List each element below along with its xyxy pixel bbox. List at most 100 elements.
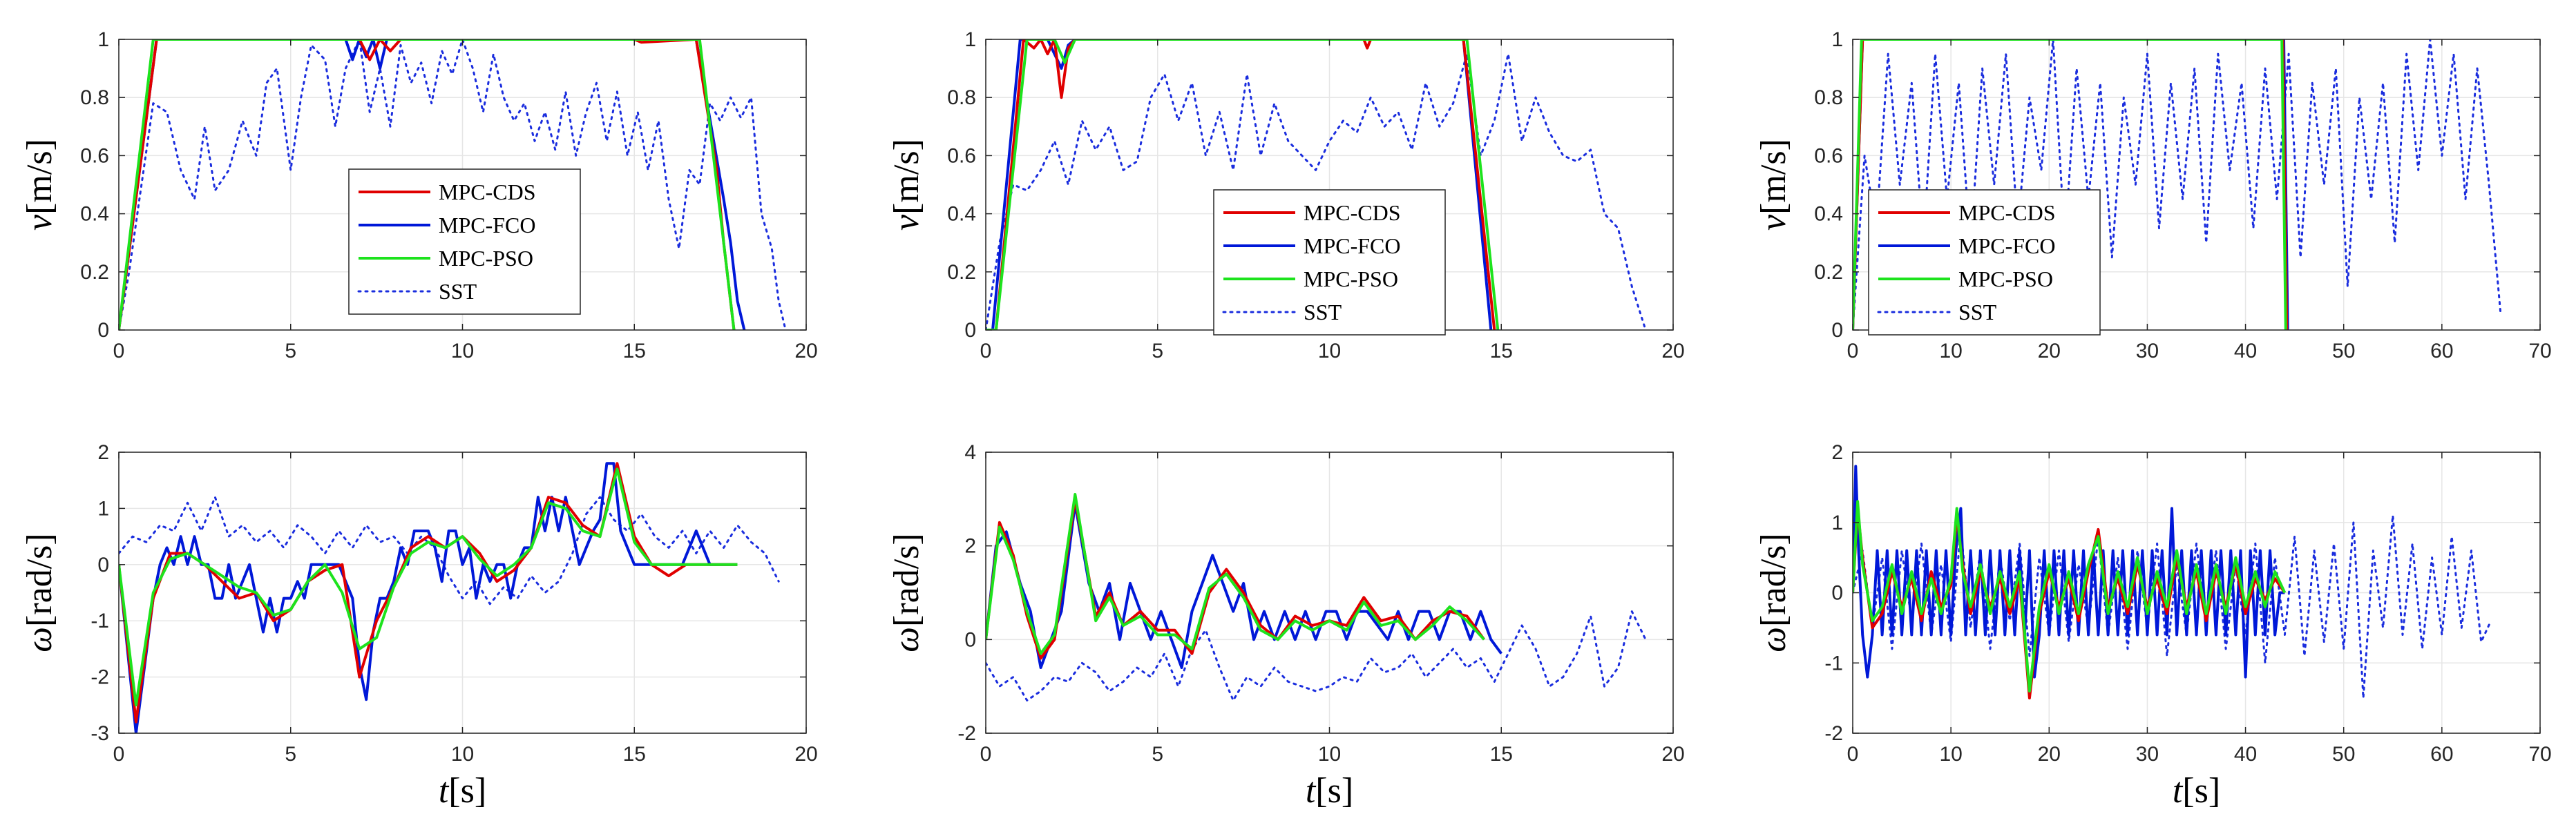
y-tick-label: -2 [1824, 722, 1843, 745]
y-tick-label: 2 [97, 441, 109, 464]
series-sst [119, 496, 780, 605]
legend-label: SST [439, 279, 477, 304]
series-sst [1853, 514, 2492, 699]
y-axis-label: v[m/s] [20, 139, 59, 231]
y-tick-label: -2 [90, 666, 109, 689]
axes-frame [1852, 39, 2541, 331]
series-group [986, 39, 1647, 330]
series-group [1853, 39, 2502, 330]
chart-v2: 0 5 10 15 20 0 0.2 0.4 0.6 0.8 1 v[m/s] MPC-CDS MPC-F… [887, 28, 1685, 362]
x-tick-label: 10 [451, 743, 474, 766]
x-tick-label: 20 [794, 743, 817, 766]
series-mpc-pso [1853, 500, 2287, 692]
y-axis-label: ω[rad/s] [20, 533, 59, 652]
y-tick-label: 0 [964, 319, 976, 342]
series-mpc-cds [986, 497, 1486, 660]
legend-label: MPC-CDS [1304, 200, 1401, 225]
x-tick-label: 15 [1490, 743, 1513, 766]
y-axis-label: ω[rad/s] [1754, 533, 1793, 652]
x-tick-label: 5 [285, 340, 296, 362]
legend-label: SST [1304, 300, 1342, 324]
y-axis-label: v[m/s] [887, 139, 926, 231]
legend: MPC-CDS MPC-FCO MPC-PSO SST [348, 168, 581, 315]
y-axis-label: ω[rad/s] [887, 533, 926, 652]
y-tick-label: 0 [1831, 319, 1843, 342]
y-tick-label: 0.2 [947, 261, 976, 284]
y-tick-label: 0 [964, 628, 976, 651]
x-tick-label: 10 [1318, 743, 1341, 766]
legend-label: MPC-FCO [439, 213, 536, 237]
x-tick-label: 60 [2430, 743, 2453, 766]
legend-label: MPC-PSO [1958, 266, 2053, 291]
series-mpc-pso [119, 39, 736, 330]
series-mpc-pso [986, 493, 1485, 655]
x-tick-label: 0 [1847, 340, 1859, 362]
x-tick-label: 10 [451, 340, 474, 362]
x-tick-label: 0 [1847, 743, 1859, 766]
x-tick-label: 10 [1939, 743, 1962, 766]
x-tick-label: 0 [980, 340, 992, 362]
x-tick-label: 70 [2528, 743, 2551, 766]
x-tick-label: 10 [1939, 340, 1962, 362]
x-tick-label: 15 [623, 743, 646, 766]
series-mpc-pso [986, 39, 1500, 330]
x-tick-label: 50 [2332, 743, 2355, 766]
y-tick-label: 0.4 [947, 203, 976, 226]
y-tick-label: 0.6 [80, 144, 109, 167]
y-tick-label: 1 [97, 497, 109, 520]
x-tick-label: 30 [2136, 340, 2159, 362]
y-tick-label: 0.6 [1814, 144, 1843, 167]
y-tick-label: -1 [1824, 652, 1843, 675]
legend-label: MPC-PSO [1304, 266, 1398, 291]
legend: MPC-CDS MPC-FCO MPC-PSO SST [1213, 189, 1446, 336]
series-mpc-fco [119, 39, 746, 330]
x-tick-label: 20 [1661, 340, 1684, 362]
y-tick-label: 0.8 [80, 86, 109, 109]
x-tick-label: 20 [2038, 340, 2061, 362]
x-tick-label: 10 [1318, 340, 1341, 362]
x-tick-label: 40 [2234, 743, 2257, 766]
x-tick-label: 70 [2528, 340, 2551, 362]
x-tick-label: 0 [113, 743, 125, 766]
y-tick-label: -1 [90, 610, 109, 632]
series-group [986, 493, 1647, 701]
series-mpc-pso [119, 467, 738, 707]
chart-v3: 0 10 20 30 40 50 60 70 0 0.2 0.4 0.6 0.8 1 v[m/s] MPC-C… [1754, 28, 2552, 362]
y-tick-label: 0 [97, 554, 109, 576]
y-tick-label: 2 [1831, 441, 1843, 464]
legend-label: MPC-CDS [1958, 200, 2056, 225]
y-axis-label: v[m/s] [1754, 139, 1793, 231]
x-tick-label: 20 [2038, 743, 2061, 766]
y-tick-label: 1 [1831, 512, 1843, 534]
series-group [119, 462, 780, 733]
x-tick-label: 30 [2136, 743, 2159, 766]
y-tick-label: 0.8 [1814, 86, 1843, 109]
chart-w3: 0 10 20 30 40 50 60 70 -2 -1 0 1 2 ω[rad/s] t[s] [1754, 441, 2552, 811]
x-tick-label: 5 [285, 743, 296, 766]
x-tick-label: 0 [113, 340, 125, 362]
series-sst [986, 610, 1647, 701]
series-mpc-pso [1853, 39, 2287, 330]
y-tick-label: 0 [97, 319, 109, 342]
x-tick-label: 15 [623, 340, 646, 362]
y-tick-label: 0.4 [1814, 203, 1843, 226]
x-tick-label: 5 [1152, 340, 1163, 362]
x-tick-label: 40 [2234, 340, 2257, 362]
x-tick-label: 5 [1152, 743, 1163, 766]
y-tick-label: 0.8 [947, 86, 976, 109]
y-tick-label: 0.4 [80, 203, 109, 226]
series-sst [986, 52, 1647, 330]
legend-label: SST [1958, 300, 1997, 324]
x-tick-label: 15 [1490, 340, 1513, 362]
legend-label: MPC-PSO [439, 246, 533, 271]
y-tick-label: 1 [1831, 28, 1843, 51]
x-tick-label: 0 [980, 743, 992, 766]
x-tick-label: 50 [2332, 340, 2355, 362]
y-tick-label: 1 [97, 28, 109, 51]
y-tick-label: 4 [964, 441, 976, 464]
x-tick-label: 60 [2430, 340, 2453, 362]
x-axis-label: t[s] [439, 771, 486, 811]
y-tick-label: 0 [1831, 582, 1843, 605]
